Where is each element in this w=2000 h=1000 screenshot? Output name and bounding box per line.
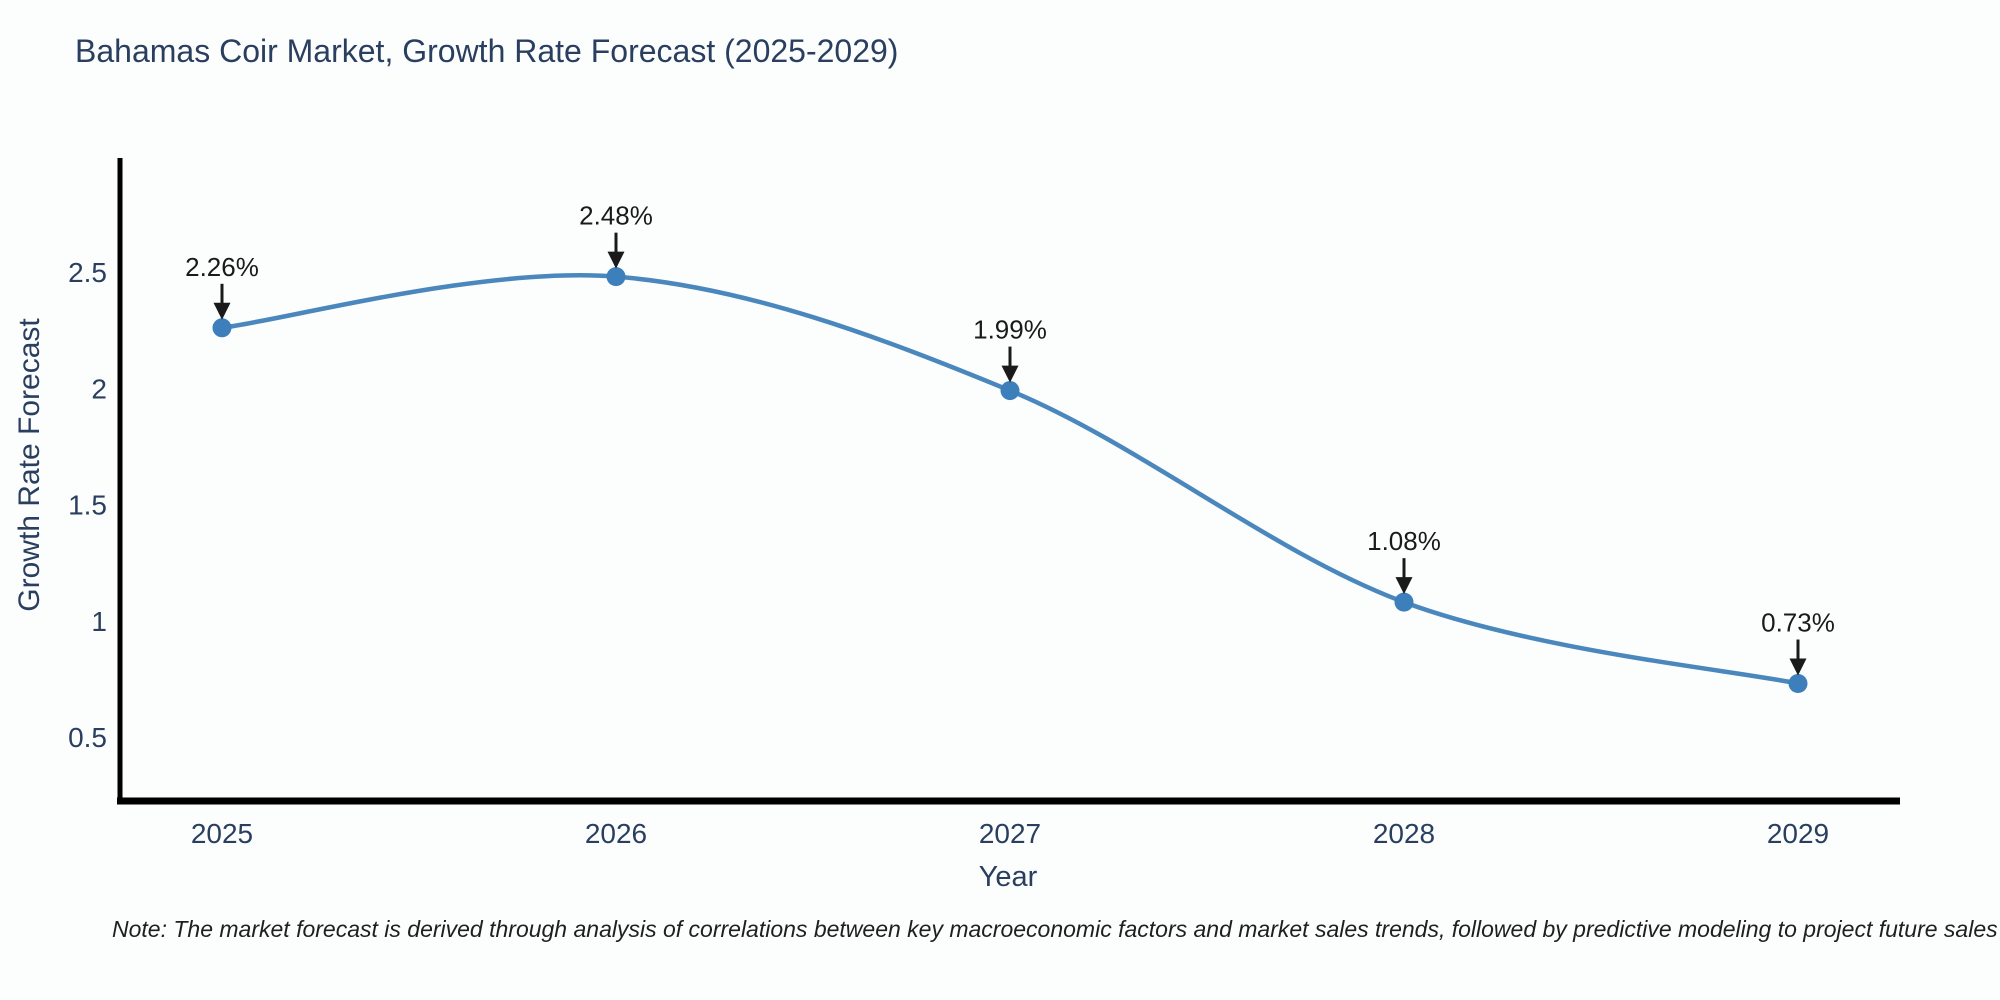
y-tick-label: 0.5 [68, 722, 107, 753]
annotation-arrowhead-icon [607, 251, 625, 269]
x-axis-title: Year [978, 861, 1038, 893]
x-tick-label: 2029 [1767, 818, 1829, 849]
data-point-marker[interactable] [1394, 592, 1414, 612]
data-point-label: 1.08% [1367, 526, 1441, 556]
data-point-marker[interactable] [1000, 381, 1020, 401]
annotation-arrowhead-icon [1001, 365, 1019, 383]
x-tick-label: 2027 [979, 818, 1041, 849]
x-tick-label: 2025 [191, 818, 253, 849]
y-tick-label: 2 [91, 373, 107, 404]
y-tick-label: 1.5 [68, 490, 107, 521]
annotation-arrowhead-icon [213, 302, 231, 320]
y-tick-label: 2.5 [68, 257, 107, 288]
x-tick-label: 2026 [585, 818, 647, 849]
data-point-label: 2.26% [185, 252, 259, 282]
data-point-label: 2.48% [579, 201, 653, 231]
data-point-label: 1.99% [973, 315, 1047, 345]
data-point-marker[interactable] [1788, 674, 1808, 694]
y-tick-label: 1 [91, 606, 107, 637]
footnote: Note: The market forecast is derived thr… [112, 916, 1998, 942]
data-point-label: 0.73% [1761, 608, 1835, 638]
annotation-arrowhead-icon [1789, 658, 1807, 676]
chart-title: Bahamas Coir Market, Growth Rate Forecas… [75, 33, 899, 69]
x-tick-label: 2028 [1373, 818, 1435, 849]
data-point-marker[interactable] [212, 318, 232, 338]
annotation-arrowhead-icon [1395, 577, 1413, 595]
data-point-marker[interactable] [606, 267, 626, 287]
